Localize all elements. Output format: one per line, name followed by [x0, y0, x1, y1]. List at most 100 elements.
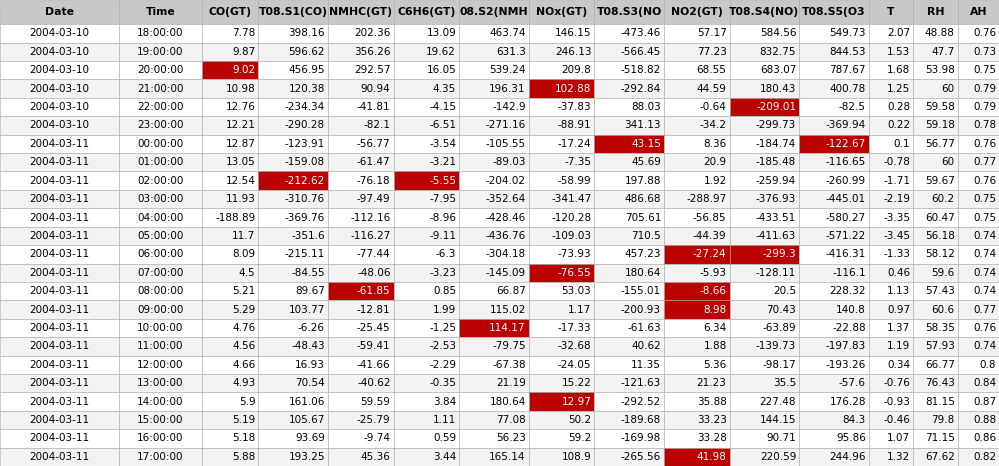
Bar: [259, 135, 328, 153]
Bar: [119, 24, 202, 43]
Bar: [594, 24, 664, 43]
Text: 20.5: 20.5: [773, 286, 796, 296]
Text: -22.88: -22.88: [832, 323, 866, 333]
Text: -155.01: -155.01: [620, 286, 661, 296]
Bar: [202, 356, 259, 374]
Text: -97.49: -97.49: [357, 194, 391, 204]
Text: -1.33: -1.33: [883, 249, 910, 259]
Text: 0.34: 0.34: [887, 360, 910, 370]
Bar: [328, 227, 394, 245]
Text: -299.73: -299.73: [756, 121, 796, 130]
Bar: [869, 392, 913, 411]
Text: 197.88: 197.88: [624, 176, 661, 185]
Text: 59.18: 59.18: [925, 121, 955, 130]
Bar: [913, 43, 958, 61]
Bar: [394, 411, 460, 429]
Text: 0.78: 0.78: [973, 121, 996, 130]
Text: 12.87: 12.87: [226, 139, 256, 149]
Bar: [259, 429, 328, 447]
Text: 2004-03-11: 2004-03-11: [30, 397, 90, 406]
Text: 292.57: 292.57: [354, 65, 391, 75]
Text: 03:00:00: 03:00:00: [137, 194, 184, 204]
Text: 0.74: 0.74: [973, 286, 996, 296]
Bar: [259, 282, 328, 301]
Text: -7.35: -7.35: [564, 158, 591, 167]
Text: -571.22: -571.22: [825, 231, 866, 241]
Bar: [729, 227, 799, 245]
Bar: [0, 411, 119, 429]
Text: Time: Time: [146, 7, 175, 17]
Bar: [328, 392, 394, 411]
Bar: [913, 245, 958, 264]
Text: 40.62: 40.62: [631, 342, 661, 351]
Text: 48.88: 48.88: [925, 28, 955, 38]
Bar: [202, 374, 259, 392]
Text: 209.8: 209.8: [561, 65, 591, 75]
Bar: [664, 61, 729, 80]
Text: 0.73: 0.73: [973, 47, 996, 57]
Text: 17:00:00: 17:00:00: [137, 452, 184, 462]
Bar: [528, 98, 594, 116]
Bar: [958, 190, 999, 208]
Text: 4.76: 4.76: [232, 323, 256, 333]
Text: 02:00:00: 02:00:00: [137, 176, 184, 185]
Text: 60.2: 60.2: [931, 194, 955, 204]
Text: 2004-03-10: 2004-03-10: [30, 28, 90, 38]
Bar: [913, 264, 958, 282]
Text: 2004-03-11: 2004-03-11: [30, 249, 90, 259]
Bar: [869, 356, 913, 374]
Bar: [259, 208, 328, 227]
Bar: [394, 153, 460, 171]
Bar: [202, 264, 259, 282]
Text: 06:00:00: 06:00:00: [137, 249, 184, 259]
Text: 2004-03-11: 2004-03-11: [30, 342, 90, 351]
Bar: [259, 301, 328, 319]
Bar: [119, 319, 202, 337]
Bar: [958, 0, 999, 24]
Text: -8.66: -8.66: [699, 286, 726, 296]
Bar: [0, 208, 119, 227]
Text: 14:00:00: 14:00:00: [137, 397, 184, 406]
Text: 4.66: 4.66: [232, 360, 256, 370]
Text: 79.8: 79.8: [931, 415, 955, 425]
Text: -59.41: -59.41: [357, 342, 391, 351]
Text: -142.9: -142.9: [493, 102, 525, 112]
Bar: [664, 392, 729, 411]
Bar: [594, 135, 664, 153]
Bar: [394, 135, 460, 153]
Bar: [664, 171, 729, 190]
Bar: [958, 116, 999, 135]
Bar: [202, 447, 259, 466]
Text: 2004-03-11: 2004-03-11: [30, 305, 90, 315]
Bar: [869, 227, 913, 245]
Text: 11.35: 11.35: [631, 360, 661, 370]
Text: 0.88: 0.88: [973, 415, 996, 425]
Bar: [729, 24, 799, 43]
Text: T08.S1(CO): T08.S1(CO): [259, 7, 328, 17]
Text: 08:00:00: 08:00:00: [137, 286, 184, 296]
Bar: [913, 429, 958, 447]
Text: 2004-03-11: 2004-03-11: [30, 139, 90, 149]
Bar: [913, 0, 958, 24]
Text: RH: RH: [927, 7, 944, 17]
Bar: [460, 43, 528, 61]
Text: -376.93: -376.93: [756, 194, 796, 204]
Bar: [119, 171, 202, 190]
Text: -580.27: -580.27: [826, 212, 866, 222]
Text: -77.44: -77.44: [357, 249, 391, 259]
Text: 19:00:00: 19:00:00: [137, 47, 184, 57]
Bar: [913, 171, 958, 190]
Text: -17.24: -17.24: [557, 139, 591, 149]
Text: 2004-03-10: 2004-03-10: [30, 65, 90, 75]
Text: 04:00:00: 04:00:00: [137, 212, 184, 222]
Bar: [0, 245, 119, 264]
Text: -0.93: -0.93: [883, 397, 910, 406]
Text: 08.S2(NMH: 08.S2(NMH: [460, 7, 528, 17]
Text: 13.09: 13.09: [427, 28, 457, 38]
Text: -2.29: -2.29: [430, 360, 457, 370]
Bar: [799, 61, 869, 80]
Text: 0.87: 0.87: [973, 397, 996, 406]
Text: 1.68: 1.68: [887, 65, 910, 75]
Text: 0.77: 0.77: [973, 158, 996, 167]
Text: 90.94: 90.94: [361, 84, 391, 94]
